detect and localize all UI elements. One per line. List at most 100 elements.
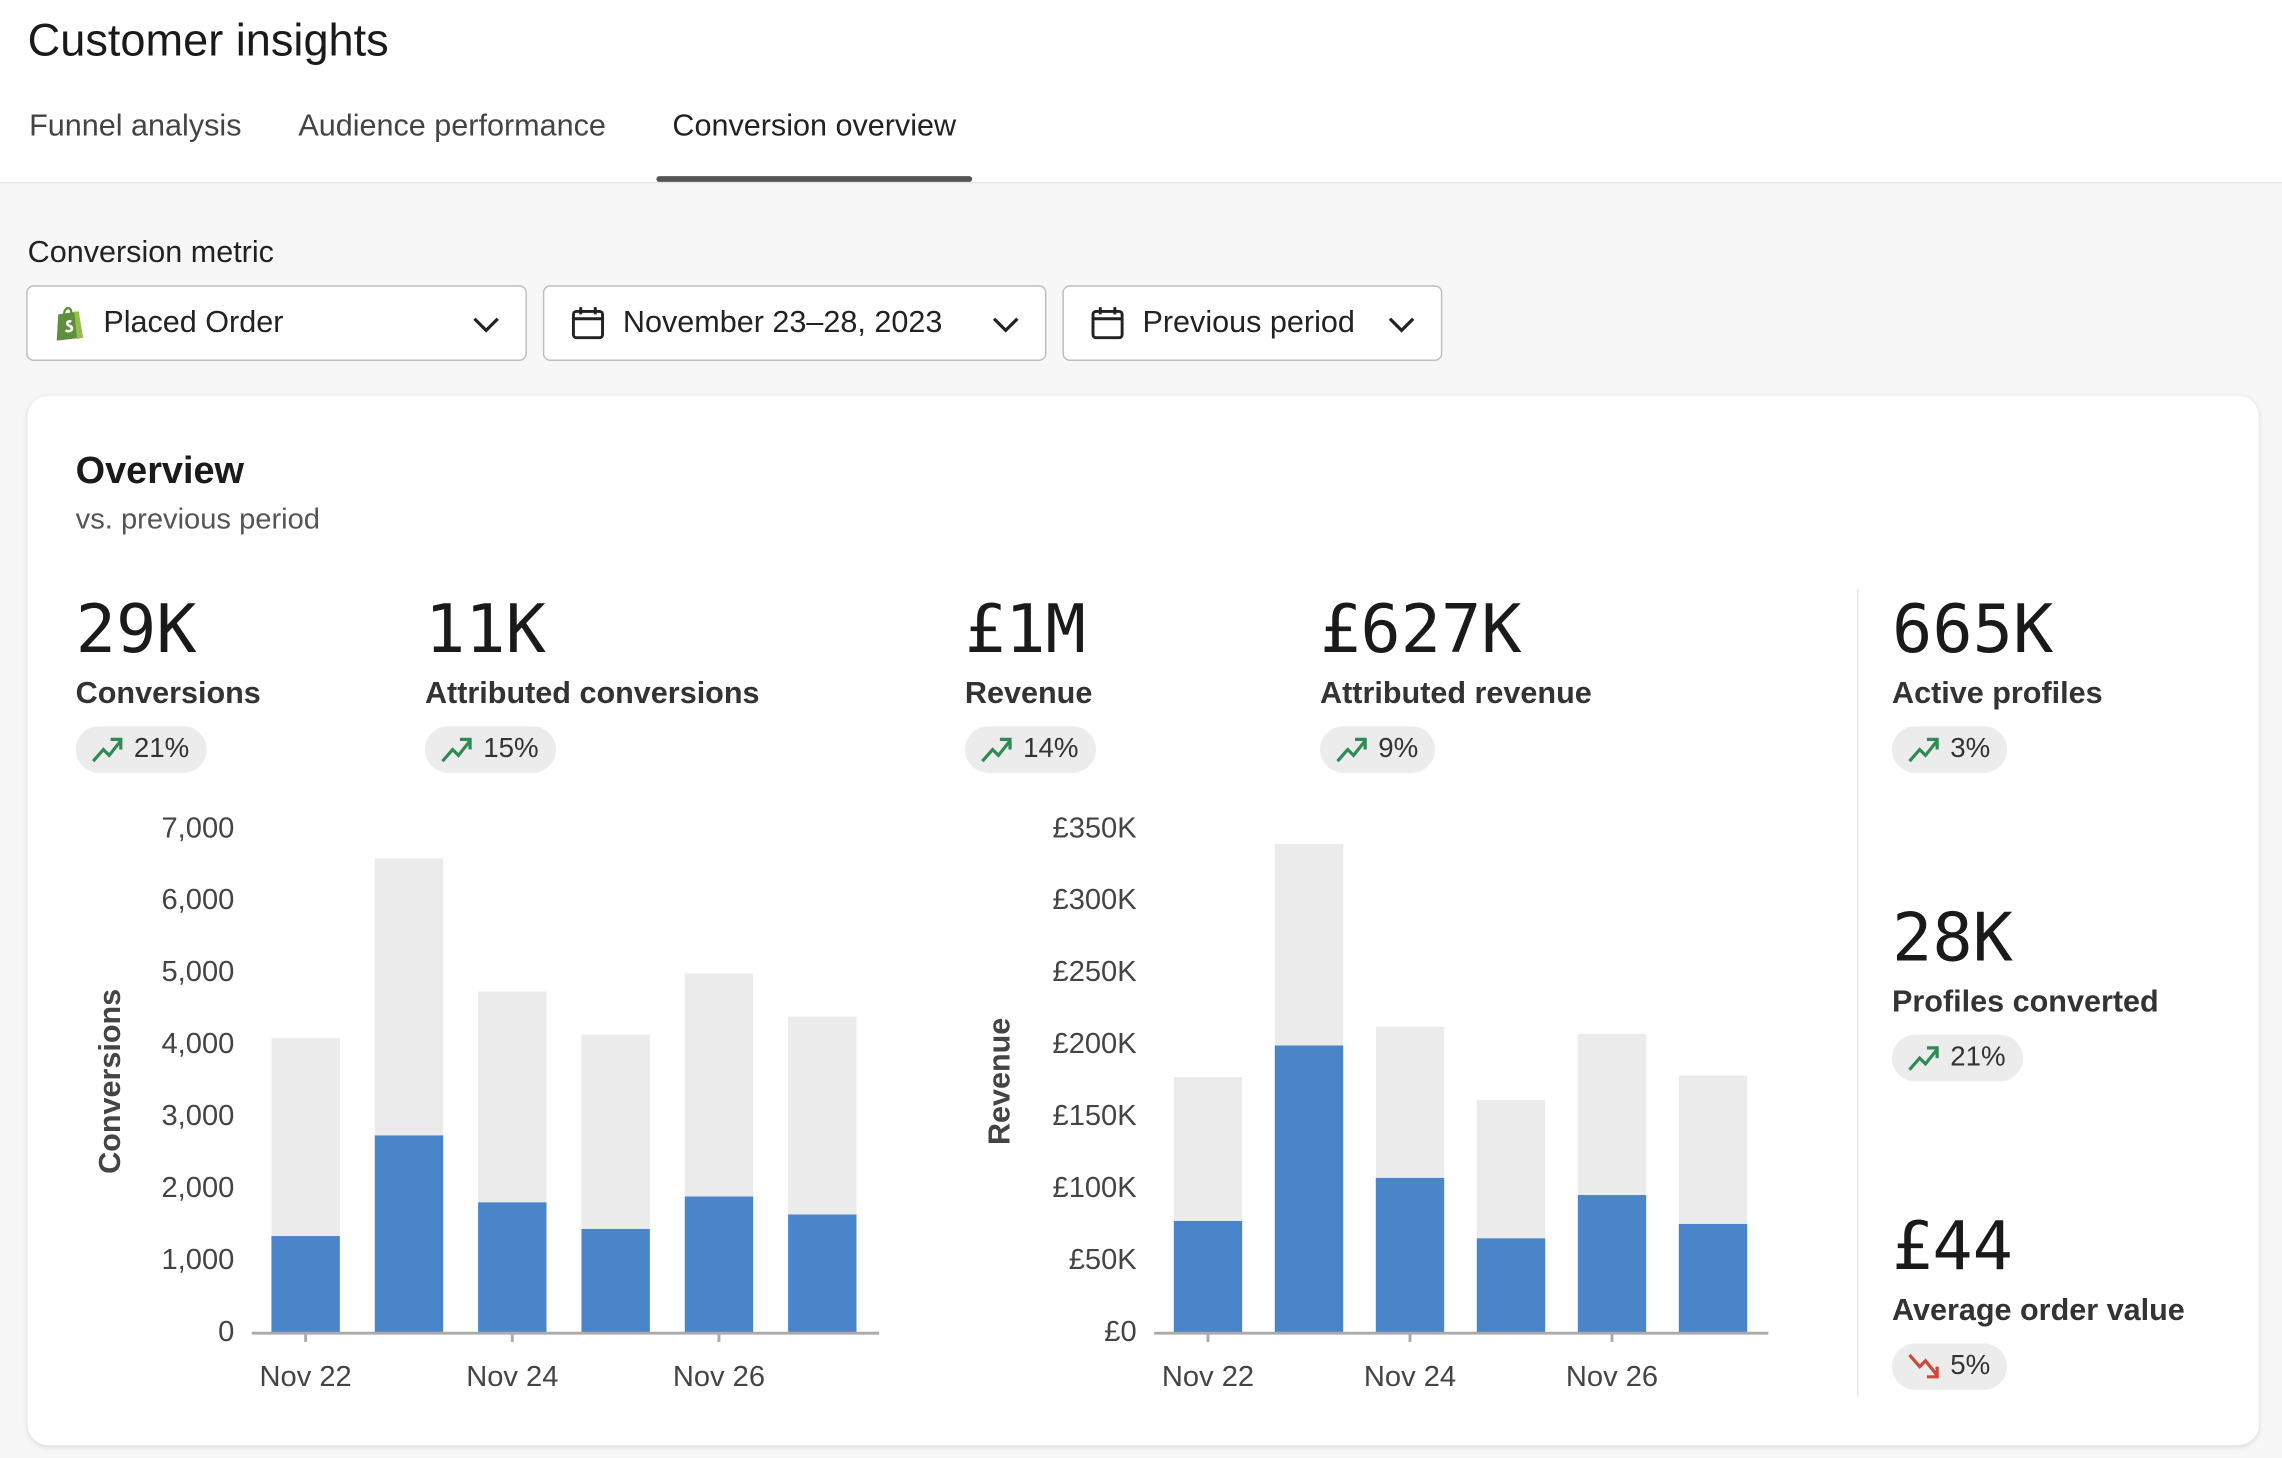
y-tick-label: 0 [218, 1316, 234, 1348]
date-dropdown[interactable]: November 23–28, 2023 [542, 285, 1047, 361]
bar-segment [478, 991, 547, 1203]
kpi: £44 Average order value 5% [1892, 1207, 2185, 1390]
y-tick-label: 2,000 [162, 1172, 235, 1204]
kpi-label: Attributed revenue [1320, 676, 1592, 711]
kpi-label: Active profiles [1892, 676, 2103, 711]
kpi-value: 665K [1892, 589, 2054, 669]
bar-segment [684, 973, 754, 1197]
change-value: 9% [1378, 733, 1419, 765]
bar-segment [788, 1214, 857, 1334]
kpi-value: 29K [75, 589, 197, 669]
bar-segment [1274, 843, 1344, 1046]
bar-segment [1678, 1075, 1748, 1224]
kpi-value: 11K [424, 589, 546, 669]
bar-segment [1375, 1177, 1445, 1334]
y-tick-label: £50K [1069, 1244, 1138, 1276]
dropdown-value: Previous period [1142, 305, 1355, 340]
y-tick-label: 1,000 [162, 1244, 235, 1276]
kpi-label: Attributed conversions [424, 676, 760, 711]
badge-wrap: 14% [964, 726, 1096, 773]
bar-segment [1577, 1033, 1647, 1196]
x-tick-label: Nov 24 [1364, 1361, 1456, 1393]
bar-segment [581, 1228, 650, 1334]
trend-up-icon [1908, 737, 1939, 763]
header: Customer insights Funnel analysis Audien… [0, 0, 2282, 184]
bar-segment [1476, 1238, 1546, 1334]
change-value: 15% [483, 733, 539, 765]
x-tick-label: Nov 24 [466, 1361, 558, 1393]
badge-wrap: 3% [1892, 726, 2103, 773]
kpi: 11K Attributed conversions 15% [424, 589, 760, 773]
change-badge: 14% [964, 726, 1096, 773]
x-tick-label: Nov 26 [673, 1361, 765, 1393]
y-tick-label: £0 [1104, 1316, 1136, 1348]
change-badge: 21% [1892, 1034, 2024, 1082]
kpi-value: £44 [1892, 1206, 2013, 1286]
y-axis-title: Conversions [93, 989, 127, 1174]
change-value: 21% [1950, 1042, 2006, 1073]
y-tick-label: £350K [1053, 812, 1138, 844]
change-value: 3% [1950, 733, 1991, 765]
chevron [473, 317, 499, 333]
kpi-label: Average order value [1892, 1293, 2185, 1328]
y-axis-title: Revenue [982, 1018, 1016, 1145]
change-badge: 15% [424, 726, 557, 773]
divider [1857, 589, 1859, 1398]
kpi: £1M Revenue 14% [964, 589, 1096, 773]
bar-segment [684, 1196, 754, 1334]
trend-up-icon [91, 737, 123, 763]
badge-wrap: 15% [424, 726, 760, 773]
tab[interactable]: Conversion overview [672, 109, 957, 143]
bar-segment [1577, 1195, 1647, 1334]
x-tick-label: Nov 26 [1566, 1361, 1658, 1393]
bar-segment [581, 1034, 650, 1229]
change-value: 5% [1950, 1350, 1991, 1382]
trend-up-icon [1908, 1046, 1939, 1071]
chevron [992, 317, 1019, 333]
bar-segment [478, 1202, 547, 1334]
bar-segment [271, 1236, 340, 1334]
comparison-dropdown[interactable]: Previous period [1062, 285, 1443, 361]
active-tab-indicator [656, 176, 973, 182]
change-badge: 9% [1320, 726, 1436, 773]
bar-segment [374, 1135, 444, 1334]
kpi-value: £627K [1320, 589, 1522, 669]
y-tick-label: 3,000 [162, 1100, 235, 1132]
y-tick-label: £250K [1053, 956, 1138, 988]
chevron [1388, 317, 1415, 333]
badge-wrap: 21% [1892, 1034, 2159, 1082]
change-value: 14% [1023, 733, 1079, 765]
kpi: 28K Profiles converted 21% [1892, 897, 2159, 1082]
bar-segment [374, 858, 444, 1136]
kpi: £627K Attributed revenue 9% [1320, 589, 1592, 773]
y-tick-label: £150K [1053, 1100, 1138, 1132]
trend-up-icon [441, 737, 472, 763]
y-tick-label: 5,000 [162, 956, 235, 988]
bar-segment [271, 1038, 340, 1237]
bar-segment [1375, 1026, 1445, 1178]
tab[interactable]: Funnel analysis [29, 109, 242, 143]
card-subtitle: vs. previous period [75, 503, 321, 536]
bar-segment [1678, 1223, 1748, 1334]
page-title: Customer insights [27, 14, 389, 66]
trend-up-icon [981, 737, 1012, 763]
kpi-value: 28K [1892, 897, 2013, 977]
filter-label: Conversion metric [27, 235, 274, 270]
trend-down-icon [1908, 1353, 1939, 1379]
dropdown-value: Placed Order [103, 305, 284, 340]
calendar-icon [571, 307, 604, 340]
y-tick-label: 4,000 [162, 1028, 235, 1060]
bar-segment [1476, 1100, 1546, 1239]
metric-dropdown[interactable]: Placed Order [26, 285, 527, 361]
x-tick-label: Nov 22 [1162, 1361, 1254, 1393]
badge-wrap: 5% [1892, 1343, 2185, 1390]
badge-wrap: 21% [75, 726, 261, 773]
tab[interactable]: Audience performance [298, 109, 606, 143]
y-tick-label: £300K [1053, 884, 1138, 916]
change-badge: 3% [1892, 726, 2008, 773]
kpi: 29K Conversions 21% [75, 589, 261, 773]
kpi-label: Profiles converted [1892, 985, 2159, 1019]
dropdown-value: November 23–28, 2023 [622, 305, 943, 340]
